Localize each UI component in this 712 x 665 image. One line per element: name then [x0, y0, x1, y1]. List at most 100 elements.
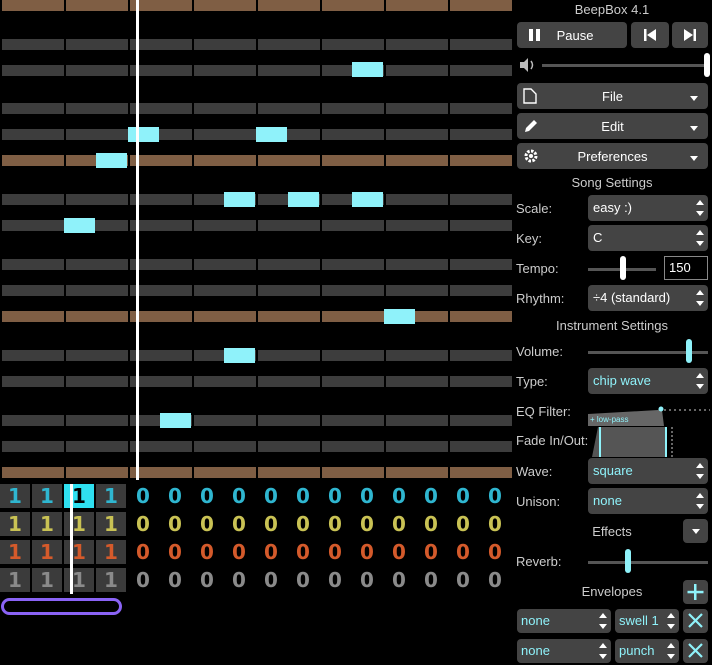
- pattern-cell[interactable]: 0: [488, 540, 502, 564]
- piano-roll-cell[interactable]: [194, 259, 256, 270]
- pattern-cell[interactable]: 1: [32, 484, 62, 508]
- piano-roll-cell[interactable]: [322, 259, 384, 270]
- pattern-cell[interactable]: 0: [424, 540, 438, 564]
- piano-roll-row[interactable]: [0, 39, 512, 50]
- piano-roll-row[interactable]: [0, 103, 512, 114]
- piano-roll-cell[interactable]: [66, 376, 128, 387]
- piano-roll-cell[interactable]: [2, 129, 64, 140]
- piano-roll-cell[interactable]: [450, 194, 512, 205]
- piano-roll-cell[interactable]: [2, 220, 64, 231]
- preferences-menu[interactable]: Preferences: [517, 143, 708, 169]
- pattern-cell[interactable]: 0: [360, 540, 374, 564]
- piano-roll-cell[interactable]: [386, 103, 448, 114]
- piano-roll-cell[interactable]: [2, 311, 64, 322]
- piano-roll-row[interactable]: [0, 311, 512, 322]
- piano-roll-cell[interactable]: [130, 103, 192, 114]
- piano-roll-cell[interactable]: [66, 39, 128, 50]
- piano-roll-cell[interactable]: [258, 285, 320, 296]
- piano-roll-cell[interactable]: [386, 376, 448, 387]
- pattern-cell[interactable]: 0: [392, 484, 406, 508]
- loop-selector[interactable]: [1, 598, 122, 615]
- piano-roll-cell[interactable]: [386, 155, 448, 166]
- piano-roll-row[interactable]: [0, 259, 512, 270]
- piano-roll-cell[interactable]: [322, 441, 384, 452]
- pattern-cell[interactable]: 0: [424, 568, 438, 592]
- pattern-cell[interactable]: 0: [200, 568, 214, 592]
- note-block[interactable]: [256, 127, 287, 142]
- piano-roll-row[interactable]: [0, 376, 512, 387]
- piano-roll-row[interactable]: [0, 467, 512, 478]
- piano-roll-cell[interactable]: [258, 259, 320, 270]
- piano-roll-cell[interactable]: [194, 311, 256, 322]
- piano-roll-cell[interactable]: [130, 129, 192, 140]
- pattern-cell[interactable]: 0: [168, 484, 182, 508]
- piano-roll-cell[interactable]: [130, 220, 192, 231]
- piano-roll-cell[interactable]: [450, 39, 512, 50]
- note-block[interactable]: [224, 192, 255, 207]
- piano-roll-cell[interactable]: [130, 259, 192, 270]
- file-menu[interactable]: File: [517, 83, 708, 109]
- remove-envelope-2-button[interactable]: [683, 639, 708, 663]
- note-block[interactable]: [384, 309, 415, 324]
- piano-roll-cell[interactable]: [258, 350, 320, 361]
- note-block[interactable]: [128, 127, 159, 142]
- remove-envelope-1-button[interactable]: [683, 609, 708, 633]
- piano-roll-cell[interactable]: [258, 103, 320, 114]
- piano-roll-row[interactable]: [0, 441, 512, 452]
- piano-roll-cell[interactable]: [450, 155, 512, 166]
- piano-roll-cell[interactable]: [450, 467, 512, 478]
- pattern-cell[interactable]: 0: [392, 540, 406, 564]
- piano-roll-cell[interactable]: [194, 155, 256, 166]
- piano-roll-row[interactable]: [0, 194, 512, 205]
- effects-dropdown-button[interactable]: [683, 519, 708, 543]
- piano-roll-row[interactable]: [0, 285, 512, 296]
- pattern-cell[interactable]: 0: [392, 568, 406, 592]
- piano-roll-cell[interactable]: [194, 65, 256, 76]
- piano-roll-cell[interactable]: [258, 129, 320, 140]
- pattern-cell[interactable]: 0: [296, 512, 310, 536]
- piano-roll-cell[interactable]: [66, 441, 128, 452]
- piano-roll-cell[interactable]: [322, 103, 384, 114]
- pattern-cell[interactable]: 0: [264, 540, 278, 564]
- pattern-cell[interactable]: 0: [264, 512, 278, 536]
- piano-roll-cell[interactable]: [322, 415, 384, 426]
- piano-roll-row[interactable]: [0, 129, 512, 140]
- pattern-cell[interactable]: 0: [456, 540, 470, 564]
- piano-roll-cell[interactable]: [450, 65, 512, 76]
- pattern-cell[interactable]: 1: [64, 512, 94, 536]
- piano-roll-cell[interactable]: [450, 350, 512, 361]
- piano-roll-cell[interactable]: [386, 194, 448, 205]
- piano-roll-cell[interactable]: [386, 441, 448, 452]
- piano-roll-cell[interactable]: [386, 350, 448, 361]
- reverb-slider-track[interactable]: [588, 561, 708, 564]
- piano-roll-cell[interactable]: [194, 285, 256, 296]
- pattern-cell[interactable]: 0: [136, 512, 150, 536]
- pattern-cell[interactable]: 0: [360, 568, 374, 592]
- piano-roll-cell[interactable]: [66, 129, 128, 140]
- pattern-cell[interactable]: 1: [64, 540, 94, 564]
- piano-roll-cell[interactable]: [2, 467, 64, 478]
- envelope-1-target-select[interactable]: none: [517, 609, 611, 633]
- piano-roll-cell[interactable]: [130, 441, 192, 452]
- pattern-cell[interactable]: 1: [96, 512, 126, 536]
- pattern-cell[interactable]: 1: [96, 540, 126, 564]
- piano-roll-cell[interactable]: [386, 259, 448, 270]
- pattern-cell[interactable]: 0: [232, 484, 246, 508]
- piano-roll-cell[interactable]: [258, 311, 320, 322]
- pattern-cell[interactable]: 0: [488, 568, 502, 592]
- pattern-cell[interactable]: 0: [296, 484, 310, 508]
- pattern-cell[interactable]: 0: [328, 568, 342, 592]
- unison-select[interactable]: none: [588, 488, 708, 514]
- piano-roll-cell[interactable]: [194, 103, 256, 114]
- piano-roll-cell[interactable]: [450, 0, 512, 11]
- piano-roll-row[interactable]: [0, 415, 512, 426]
- piano-roll-cell[interactable]: [194, 467, 256, 478]
- envelope-1-type-select[interactable]: swell 1: [615, 609, 679, 633]
- instrument-volume-knob[interactable]: [686, 339, 692, 363]
- pattern-cell[interactable]: 0: [360, 484, 374, 508]
- piano-roll-cell[interactable]: [2, 194, 64, 205]
- pattern-cell[interactable]: 1: [64, 568, 94, 592]
- piano-roll-cell[interactable]: [66, 467, 128, 478]
- pattern-cell[interactable]: 0: [296, 568, 310, 592]
